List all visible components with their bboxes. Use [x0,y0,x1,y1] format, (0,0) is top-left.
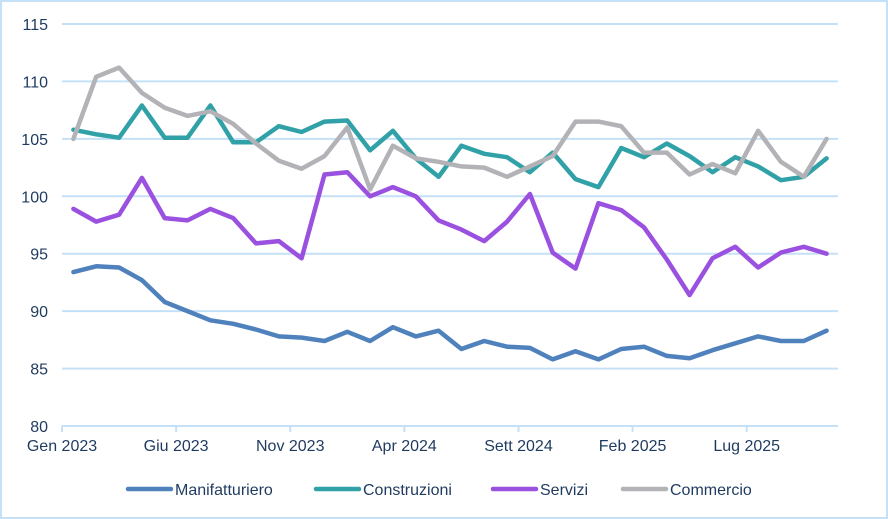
x-tick-label: Apr 2024 [372,438,437,455]
series-lines [71,65,829,362]
series-line-servizi [71,169,829,298]
y-tick-label: 80 [30,419,48,436]
x-tick-label: Nov 2023 [256,438,325,455]
y-tick-label: 90 [30,304,48,321]
x-tick-label: Sett 2024 [484,438,553,455]
legend-label-commercio: Commercio [670,482,752,499]
x-tick-label: Feb 2025 [599,438,667,455]
legend-label-servizi: Servizi [540,482,588,499]
series-line-commercio [71,65,829,192]
y-tick-label: 115 [22,17,48,34]
x-tick-label: Giu 2023 [144,438,209,455]
y-tick-label: 85 [30,362,48,379]
x-tick-label: Lug 2025 [713,438,780,455]
x-axis: Gen 2023 Giu 2023 Nov 2023 Apr 2024 Sett 202… [27,425,838,455]
series-line-manifatturiero [71,264,829,362]
gridlines [62,23,838,370]
series-line-construzioni [71,103,829,190]
legend-label-construzioni: Construzioni [363,482,452,499]
y-axis-ticks: 80 85 90 95 100 105 110 115 [21,17,48,436]
y-tick-label: 100 [21,189,48,206]
y-tick-label: 105 [21,132,48,149]
y-tick-label: 95 [30,247,48,264]
y-tick-label: 110 [22,74,48,91]
x-tick-label: Gen 2023 [27,438,97,455]
legend: Manifatturiero Construzioni Servizi Commerc… [125,482,752,499]
legend-label-manifatturiero: Manifatturiero [175,482,273,499]
